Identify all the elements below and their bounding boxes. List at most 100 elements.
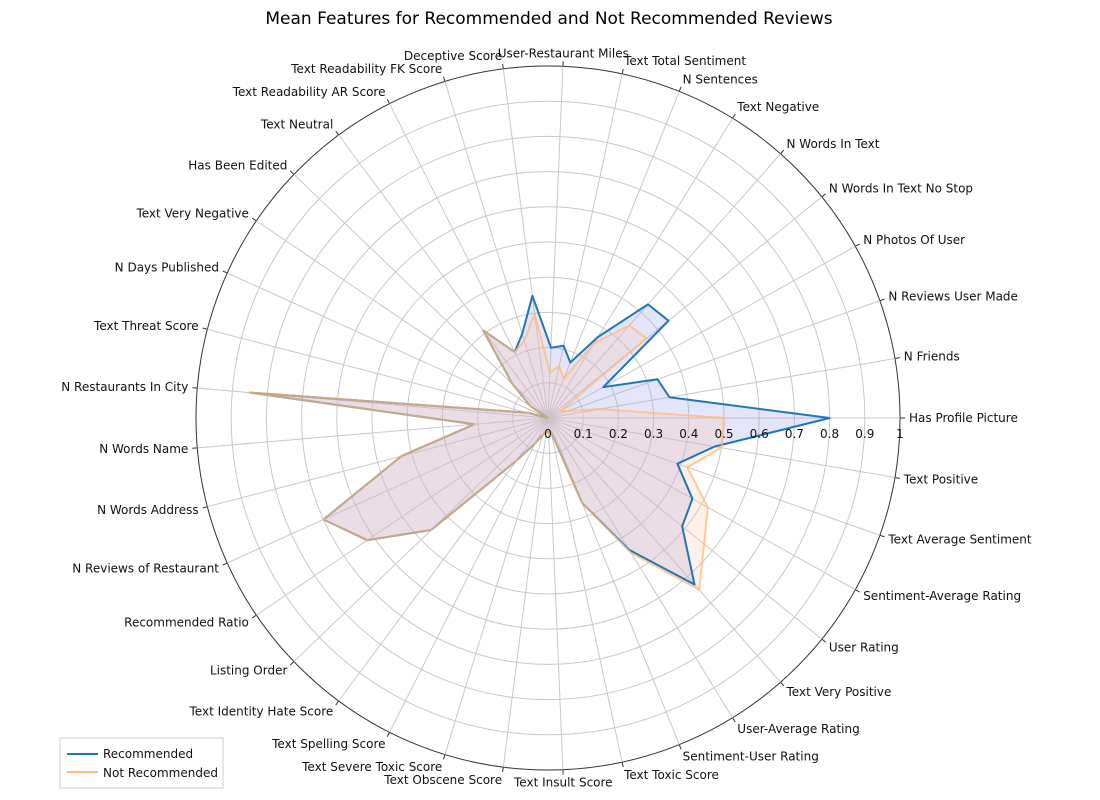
category-label: Text Readability FK Score (290, 62, 442, 76)
grid-spoke (547, 245, 856, 419)
grid-spoke (256, 417, 549, 616)
category-label: N Friends (904, 349, 960, 363)
series-point (400, 455, 403, 457)
category-label: Listing Order (210, 664, 288, 678)
category-label: N Words In Text (787, 137, 880, 151)
series-point (597, 336, 599, 338)
grid-spoke (338, 417, 549, 702)
grid-spoke (502, 68, 549, 419)
chart-title: Mean Features for Recommended and Not Re… (265, 9, 832, 29)
grid-spoke (444, 417, 549, 755)
series-point (562, 344, 565, 347)
grid-spoke (197, 417, 549, 449)
series-line-1 (248, 312, 725, 591)
grid-spoke (338, 134, 549, 419)
grid-spoke (547, 66, 564, 419)
series-point (698, 589, 700, 591)
category-label: Sentiment-Average Rating (863, 589, 1021, 603)
series-point (656, 378, 659, 381)
series-point (547, 431, 550, 433)
category-label: N Reviews of Restaurant (72, 561, 219, 575)
series-point (647, 303, 649, 306)
legend-label-not-recommended: Not Recommended (103, 766, 218, 780)
series-point (602, 386, 605, 388)
series-point (529, 405, 532, 408)
series-point (559, 410, 562, 412)
series-point (703, 543, 705, 545)
grid-spoke (547, 417, 856, 591)
radial-tick-label: 0.5 (714, 427, 733, 441)
grid-spoke (547, 417, 823, 640)
radial-tick-label: 0.2 (609, 427, 628, 441)
grid-spoke (547, 417, 733, 719)
series-point (667, 319, 670, 322)
series-point (526, 411, 529, 414)
series-point (550, 431, 552, 433)
grid-spoke (207, 417, 549, 508)
series-point (473, 423, 476, 426)
category-label: Text Readability AR Score (232, 85, 386, 99)
series-fill-1 (249, 313, 724, 590)
category-label: N Restaurants In City (61, 380, 188, 394)
radial-tick-label: 1 (896, 427, 904, 441)
radial-tick-label: 0 (544, 427, 552, 441)
category-tick (502, 63, 504, 69)
series-point (366, 539, 369, 541)
category-tick (894, 357, 900, 360)
category-labels: Has Profile Picture N Friends N Reviews Us… (61, 46, 1032, 789)
grid-spoke (547, 300, 881, 419)
series-point (549, 371, 551, 374)
series-point (828, 417, 831, 419)
legend-label-recommended: Recommended (103, 747, 193, 761)
category-tick (289, 661, 295, 666)
category-tick (289, 170, 295, 175)
category-tick (821, 638, 827, 643)
category-tick (879, 298, 885, 302)
series-point (545, 431, 547, 433)
category-tick (442, 754, 446, 760)
category-tick (202, 327, 208, 330)
series-point (581, 502, 583, 504)
radial-tick-label: 0.1 (574, 427, 593, 441)
category-label: User Rating (829, 640, 899, 654)
category-label: Text Insult Score (513, 776, 613, 790)
series-layer (248, 294, 831, 591)
category-tick (251, 217, 257, 222)
category-tick (855, 243, 860, 247)
series-point (249, 391, 251, 394)
category-tick (894, 476, 900, 479)
category-label: Text Average Sentiment (887, 533, 1031, 547)
category-tick (442, 76, 446, 82)
category-tick (335, 700, 340, 706)
category-tick (780, 681, 785, 687)
grid-spoke (547, 417, 564, 770)
category-tick (621, 761, 624, 768)
series-point (523, 339, 526, 342)
grid-spoke (547, 417, 623, 763)
series-point (533, 312, 536, 315)
category-label: Text Very Negative (135, 207, 248, 221)
grid-spoke (547, 153, 781, 419)
series-point (707, 506, 709, 509)
series-point (693, 583, 696, 586)
series-point (567, 410, 569, 412)
category-tick (678, 86, 682, 92)
grid-spoke (256, 220, 549, 419)
grid-spoke (547, 91, 680, 419)
category-tick (732, 113, 736, 119)
grid-spoke (547, 417, 781, 683)
series-point (562, 378, 565, 380)
series-point (542, 434, 544, 436)
grid-spoke (547, 196, 823, 419)
series-point (599, 408, 601, 410)
category-tick (335, 130, 340, 136)
category-tick (879, 534, 885, 538)
category-label: User-Average Rating (737, 722, 859, 736)
category-label: Text Neutral (260, 118, 333, 132)
grid-spoke (444, 81, 549, 419)
series-point (531, 295, 534, 297)
series-point (513, 351, 516, 353)
series-point (521, 333, 523, 335)
category-label: Text Very Positive (786, 685, 892, 699)
grid-spoke (293, 174, 549, 419)
